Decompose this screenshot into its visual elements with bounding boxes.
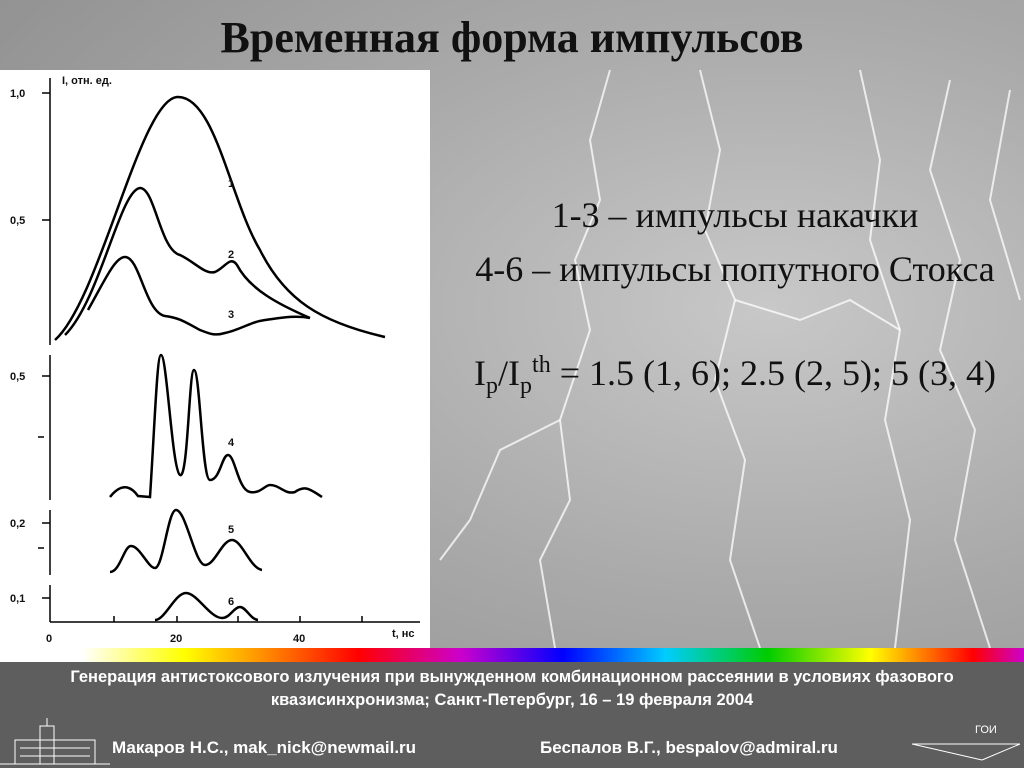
slide-title: Временная форма импульсов (220, 13, 804, 62)
lightning-background (0, 0, 1024, 648)
formula-part: = 1.5 (1, 6); 2.5 (2, 5); 5 (3, 4) (550, 353, 996, 393)
rainbow-strip (0, 648, 1024, 662)
formula-part: I (474, 353, 487, 393)
x-axis-label: t, нс (392, 628, 415, 640)
curve-label: 5 (228, 524, 234, 536)
tick-label: 0 (46, 633, 52, 645)
footer: Генерация антистоксового излучения при в… (0, 662, 1024, 768)
figure-background (0, 70, 430, 650)
curve-label: 1 (228, 178, 234, 190)
tick-label: 40 (293, 633, 305, 645)
logo-text: ГОИ (975, 724, 997, 736)
y-axis-label: I, отн. ед. (62, 75, 112, 87)
body-line: 4-6 – импульсы попутного Стокса (475, 249, 995, 289)
formula-sub: p (520, 373, 533, 400)
formula-part: /I (498, 353, 521, 393)
body-line: 1-3 – импульсы накачки (551, 195, 919, 235)
author: Беспалов В.Г., bespalov@admiral.ru (540, 738, 838, 757)
tick-label: 0,1 (10, 593, 25, 605)
pulse-figure: I, отн. ед. 1,0 0,5 0,5 0,2 0,1 0 20 40 … (0, 70, 430, 650)
tick-label: 0,2 (10, 518, 25, 530)
conference-info: Генерация антистоксового излучения при в… (70, 668, 954, 709)
curve-label: 3 (228, 309, 234, 321)
formula: Ip/Ipth = 1.5 (1, 6); 2.5 (2, 5); 5 (3, … (450, 342, 1020, 409)
author: Макаров Н.С., mak_nick@newmail.ru (112, 738, 417, 757)
slide-body: 1-3 – импульсы накачки 4-6 – импульсы по… (450, 188, 1020, 409)
axes (38, 78, 420, 623)
tick-label: 1,0 (10, 88, 25, 100)
institute-logo-drawing (0, 718, 110, 765)
curve-label: 2 (228, 249, 234, 261)
tick-label: 20 (170, 633, 182, 645)
curve-label: 4 (228, 437, 235, 449)
logo-lines (912, 743, 1021, 761)
tick-label: 0,5 (10, 215, 25, 227)
tick-label: 0,5 (10, 371, 25, 383)
curve-label: 6 (228, 596, 234, 608)
formula-sup: th (532, 352, 551, 378)
pulse-curves (54, 95, 386, 622)
formula-sub: p (486, 373, 499, 400)
